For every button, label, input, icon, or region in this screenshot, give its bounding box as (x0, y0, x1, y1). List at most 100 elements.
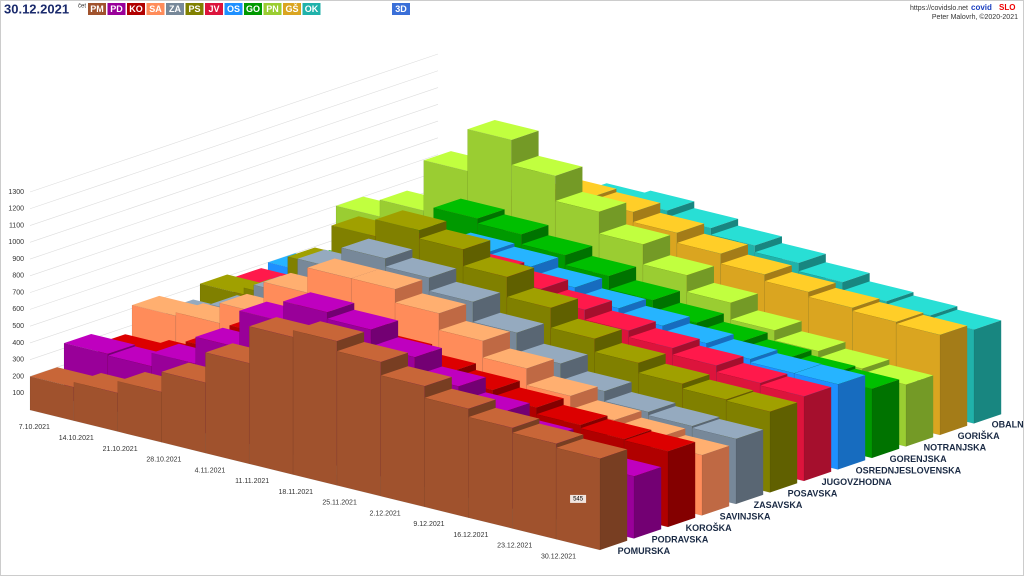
region-label: PODRAVSKA (652, 534, 709, 544)
button-label[interactable]: SA (149, 4, 162, 14)
bar-top (716, 363, 788, 384)
y-tick-label: 500 (12, 323, 24, 330)
bar (512, 432, 557, 540)
button-label[interactable]: OS (227, 4, 240, 14)
bar-top (720, 254, 792, 275)
region-button[interactable]: JV (205, 3, 223, 15)
grid-line (29, 87, 439, 226)
bar-top (468, 407, 540, 428)
weekday: čet (78, 4, 86, 10)
bar-top (526, 376, 598, 396)
bar-top (842, 281, 914, 302)
bar-top (764, 272, 836, 293)
date: 30.12.2021 (4, 1, 69, 16)
bar-side (600, 449, 628, 550)
region-label: GORENJSKA (890, 454, 948, 464)
button-label[interactable]: JV (208, 4, 219, 14)
bar-top (293, 321, 365, 342)
brand-prefix: covid (971, 3, 992, 12)
bar-top (633, 212, 705, 233)
button-bg[interactable] (88, 3, 106, 15)
bar-top (604, 392, 676, 413)
x-tick-label: 2.12.2021 (370, 510, 401, 517)
bar-top (467, 119, 539, 140)
bar-side (770, 402, 798, 493)
y-tick-label: 800 (12, 273, 24, 280)
region-button[interactable]: GO (244, 3, 262, 15)
button-label[interactable]: GO (246, 4, 260, 14)
y-tick-label: 600 (12, 306, 24, 313)
bar (249, 326, 294, 475)
region-button[interactable]: GŠ (283, 3, 301, 15)
region-button[interactable]: PS (185, 3, 204, 15)
button-bg[interactable] (146, 3, 165, 15)
x-tick-label: 16.12.2021 (453, 532, 488, 539)
bar-top (482, 348, 554, 369)
bar-top (618, 305, 690, 326)
button-label[interactable]: PN (266, 4, 279, 14)
region-button[interactable]: OK (302, 3, 321, 15)
bar-top (818, 348, 890, 369)
x-tick-label: 23.12.2021 (497, 543, 532, 550)
button-bg[interactable] (224, 3, 243, 15)
region-label: SAVINJSKA (720, 511, 771, 521)
x-tick-label: 9.12.2021 (413, 521, 444, 528)
bar-top (730, 310, 802, 331)
region-button[interactable]: PD (107, 3, 126, 15)
button-label[interactable]: 3D (395, 4, 407, 14)
bar-side (872, 379, 900, 458)
bar-top (623, 190, 695, 211)
button-label[interactable]: GŠ (285, 3, 298, 14)
bar-top (351, 269, 423, 290)
button-bg[interactable] (302, 3, 321, 15)
region-button[interactable]: KO (127, 3, 145, 15)
button-label[interactable]: PS (188, 4, 200, 14)
grid-line (29, 120, 439, 260)
bar-top (692, 418, 764, 439)
button-bg[interactable] (205, 3, 223, 15)
region-label: POSAVSKA (788, 488, 838, 498)
button-bg[interactable] (166, 3, 184, 15)
y-tick-label: 1300 (8, 189, 24, 196)
bar-top (307, 258, 379, 279)
button-label[interactable]: OK (305, 4, 319, 14)
region-button[interactable]: PM (88, 3, 106, 15)
bar-top (531, 267, 603, 288)
bar-side (804, 387, 832, 481)
button-label[interactable]: PM (90, 4, 104, 14)
region-button[interactable]: SA (146, 3, 165, 15)
author: Peter Malovrh, ©2020-2021 (932, 13, 1018, 21)
region-label: OBALNA (992, 419, 1024, 429)
button-bg[interactable] (107, 3, 126, 15)
bar-top (740, 339, 812, 360)
bar-top (614, 417, 686, 438)
bar-top (550, 318, 622, 339)
bar-top (584, 310, 656, 331)
button-label[interactable]: PD (110, 4, 123, 14)
mode-button[interactable]: 3D (392, 3, 410, 15)
bar-top (896, 314, 968, 335)
region-button[interactable]: ZA (166, 3, 184, 15)
button-bg[interactable] (185, 3, 204, 15)
button-bg[interactable] (127, 3, 145, 15)
region-button[interactable]: PN (263, 3, 282, 15)
button-bg[interactable] (283, 3, 301, 15)
bar-top (594, 342, 666, 363)
bar-top (433, 198, 505, 219)
bar-top (754, 243, 826, 264)
bar-top (652, 302, 724, 323)
button-bg[interactable] (263, 3, 282, 15)
region-button[interactable]: OS (224, 3, 243, 15)
bar-top (886, 295, 958, 316)
button-label[interactable]: ZA (169, 4, 181, 14)
bar (205, 352, 250, 465)
button-label[interactable]: KO (129, 4, 143, 14)
bar-top (570, 400, 642, 421)
region-label: POMURSKA (618, 546, 671, 556)
bar-top (580, 419, 652, 440)
button-bg[interactable] (392, 3, 410, 15)
x-tick-label: 14.10.2021 (59, 435, 94, 442)
bar-top (676, 233, 748, 254)
button-bg[interactable] (244, 3, 262, 15)
